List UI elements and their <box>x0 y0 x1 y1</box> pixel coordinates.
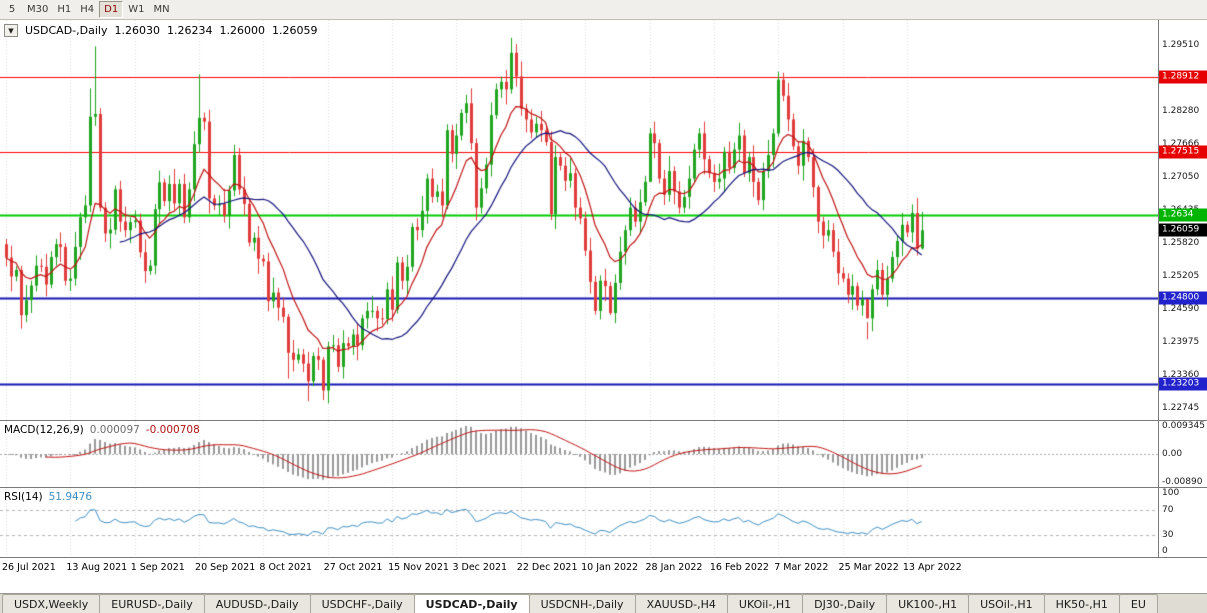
date-label: 28 Jan 2022 <box>645 562 703 573</box>
ohlc-low: 1.26000 <box>219 24 265 37</box>
price-tick: 1.24590 <box>1162 304 1200 315</box>
date-label: 13 Apr 2022 <box>902 562 962 573</box>
chart-tab-xauusd-h4[interactable]: XAUUSD-,H4 <box>634 594 728 613</box>
macd-tick: 0.00 <box>1162 449 1183 459</box>
price-tick: 1.23360 <box>1162 370 1200 381</box>
date-label: 8 Oct 2021 <box>259 562 313 573</box>
price-tag-1_26059: 1.26059 <box>1159 223 1207 237</box>
date-label: 20 Sep 2021 <box>195 562 256 573</box>
chart-tab-eurusd-daily[interactable]: EURUSD-,Daily <box>99 594 205 613</box>
date-label: 15 Nov 2021 <box>388 562 449 573</box>
macd-signal-value: -0.000708 <box>145 424 200 436</box>
macd-panel: MACD(12,26,9) 0.000097 -0.000708 0.00934… <box>0 420 1207 487</box>
date-label: 27 Oct 2021 <box>323 562 383 573</box>
timeframe-toolbar: 5 M30 H1 H4 D1 W1 MN <box>0 0 1207 20</box>
chart-tab-audusd-daily[interactable]: AUDUSD-,Daily <box>203 594 311 613</box>
macd-canvas[interactable] <box>0 421 1158 487</box>
symbol-dropdown-button[interactable]: ▼ <box>4 24 18 37</box>
timeframe-button-d1[interactable]: D1 <box>99 1 124 18</box>
price-tick: 1.27666 <box>1162 138 1200 149</box>
price-tick: 1.28280 <box>1162 105 1200 116</box>
chart-tab-hk50-h1[interactable]: HK50-,H1 <box>1043 594 1120 613</box>
rsi-axis[interactable]: 100 70 30 0 <box>1158 488 1207 557</box>
timeframe-button-mn[interactable]: MN <box>153 4 170 15</box>
rsi-tick: 30 <box>1162 529 1174 540</box>
price-tag-1_23203: 1.23203 <box>1159 377 1207 391</box>
date-label: 1 Sep 2021 <box>130 562 185 573</box>
chart-tab-usdchf-daily[interactable]: USDCHF-,Daily <box>309 594 415 613</box>
timeline[interactable]: 26 Jul 2021 13 Aug 2021 1 Sep 2021 20 Sep 2… <box>0 557 1207 593</box>
ohlc-close: 1.26059 <box>271 24 318 37</box>
price-tick: 1.25820 <box>1162 238 1200 249</box>
chart-tab-dj30-daily[interactable]: DJ30-,Daily <box>802 594 888 613</box>
chart-tab-uk100-h1[interactable]: UK100-,H1 <box>886 594 970 613</box>
price-tag-1_27515: 1.27515 <box>1159 145 1207 159</box>
timeframe-button-h1[interactable]: H1 <box>57 4 72 15</box>
price-tick: 1.27050 <box>1162 171 1200 182</box>
price-tick: 1.29510 <box>1162 39 1200 50</box>
chart-header: ▼ USDCAD-,Daily 1.26030 1.26234 1.26000 … <box>4 24 317 37</box>
chart-tab-usdcnh-daily[interactable]: USDCNH-,Daily <box>528 594 636 613</box>
rsi-panel: RSI(14) 51.9476 100 70 30 0 <box>0 487 1207 557</box>
date-label: 13 Aug 2021 <box>66 562 128 573</box>
rsi-value: 51.9476 <box>48 491 93 503</box>
timeframe-button-w1[interactable]: W1 <box>128 4 145 15</box>
date-label: 16 Feb 2022 <box>709 562 769 573</box>
chart-symbol-period: USDCAD-,Daily <box>25 24 108 37</box>
timeframe-button-5[interactable]: 5 <box>8 4 16 15</box>
chart-tab-ukoil-h1[interactable]: UKOil-,H1 <box>726 594 804 613</box>
chevron-down-icon: ▼ <box>8 26 14 35</box>
date-label: 26 Jul 2021 <box>2 562 56 573</box>
timeframe-button-m30[interactable]: M30 <box>27 4 49 15</box>
date-label: 10 Jan 2022 <box>581 562 639 573</box>
chart-tab-bar: USDX,Weekly EURUSD-,Daily AUDUSD-,Daily USD… <box>0 593 1207 613</box>
price-panel: ▼ USDCAD-,Daily 1.26030 1.26234 1.26000 … <box>0 20 1207 420</box>
price-tag-1_24800: 1.24800 <box>1159 291 1207 305</box>
macd-axis[interactable]: 0.009345 0.00 -0.00890 <box>1158 421 1207 487</box>
chart-tab-usoil-h1[interactable]: USOil-,H1 <box>968 594 1045 613</box>
rsi-tick: 70 <box>1162 505 1174 516</box>
chart-tab-usdx-weekly[interactable]: USDX,Weekly <box>2 594 101 613</box>
ohlc-open: 1.26030 <box>114 24 160 37</box>
date-label: 3 Dec 2021 <box>452 562 508 573</box>
macd-header: MACD(12,26,9) 0.000097 -0.000708 <box>4 424 200 436</box>
price-tick: 1.25205 <box>1162 271 1200 282</box>
date-label: 25 Mar 2022 <box>838 562 899 573</box>
timeframe-button-h4[interactable]: H4 <box>80 4 95 15</box>
ohlc-high: 1.26234 <box>166 24 213 37</box>
price-tick: 1.23975 <box>1162 337 1200 348</box>
chart-tab-usdcad-daily[interactable]: USDCAD-,Daily <box>413 594 530 613</box>
rsi-label: RSI(14) <box>4 491 43 503</box>
date-label: 22 Dec 2021 <box>516 562 578 573</box>
rsi-header: RSI(14) 51.9476 <box>4 491 92 503</box>
rsi-tick: 100 <box>1162 488 1180 498</box>
macd-label: MACD(12,26,9) <box>4 424 84 436</box>
rsi-tick: 0 <box>1162 546 1168 556</box>
macd-tick: -0.00890 <box>1162 476 1203 487</box>
price-tag-1_2634: 1.2634 <box>1159 208 1207 222</box>
price-tag-1_28912: 1.28912 <box>1159 70 1207 84</box>
macd-tick: 0.009345 <box>1162 421 1205 431</box>
chart-tab-eu[interactable]: EU <box>1118 594 1158 613</box>
price-chart-canvas[interactable] <box>0 20 1158 420</box>
rsi-canvas[interactable] <box>0 488 1158 557</box>
macd-main-value: 0.000097 <box>89 424 140 436</box>
date-label: 7 Mar 2022 <box>774 562 829 573</box>
price-axis[interactable]: 1.295101.282801.276661.270501.264351.258… <box>1158 20 1207 420</box>
price-tick: 1.22745 <box>1162 403 1200 414</box>
